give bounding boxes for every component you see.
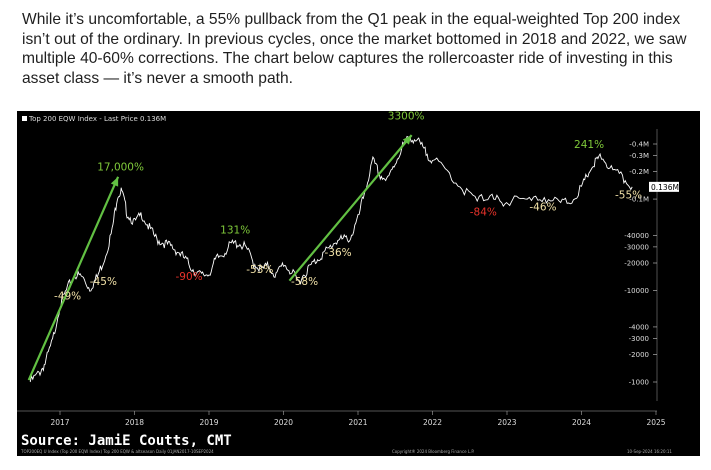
x-tick-label: 2022	[423, 418, 442, 427]
y-tick-label: -0.1M	[629, 196, 649, 204]
last-price-tag	[649, 181, 679, 192]
annotation-label: 241%	[574, 139, 604, 151]
y-tick-label: -4000	[629, 323, 649, 331]
annotation-label: -49%	[54, 290, 81, 302]
annotation-label: -55%	[615, 189, 642, 201]
intro-paragraph: While it’s uncomfortable, a 55% pullback…	[22, 11, 687, 87]
y-tick-label: -0.3M	[629, 152, 649, 160]
last-price-label: 0.136M	[651, 183, 679, 192]
y-tick-label: -1000	[629, 379, 649, 387]
x-tick-label: 2024	[572, 418, 591, 427]
x-tick-label: 2025	[646, 418, 665, 427]
y-tick-label: -10000	[624, 287, 649, 295]
legend-text: Top 200 EQW Index - Last Price 0.136M	[29, 115, 167, 123]
legend-square-icon	[22, 116, 27, 121]
x-tick-label: 2017	[50, 418, 69, 427]
x-tick-label: 2020	[274, 418, 293, 427]
footer-timestamp: 10-Sep-2024 16:20:11	[627, 449, 672, 454]
footer-copyright: Copyright® 2024 Bloomberg Finance L.P.	[392, 449, 475, 454]
chart-legend: Top 200 EQW Index - Last Price 0.136M	[22, 115, 166, 123]
annotation-label: 17,000%	[97, 162, 144, 174]
annotation-label: -84%	[470, 207, 497, 219]
y-tick-label: -20000	[624, 260, 649, 268]
footer-left: TOP200EQ U Index (Top 200 EQW Index) Top…	[21, 449, 214, 454]
x-tick-label: 2023	[497, 418, 516, 427]
trend-arrowhead-1	[110, 176, 119, 187]
trend-arrow-1	[27, 176, 120, 381]
x-tick-label: 2019	[199, 418, 218, 427]
line-chart: 17,000% -45% -49% 131% -90% -53% -58% -36% 3300%…	[17, 111, 679, 427]
annotation-label: -45%	[90, 276, 117, 288]
annotation-label: -36%	[324, 247, 351, 259]
y-tick-label: -0.4M	[629, 141, 649, 149]
annotation-label: -58%	[291, 276, 318, 288]
y-tick-label: -0.2M	[629, 168, 649, 176]
trend-arrowhead-2	[402, 135, 412, 145]
annotation-label: 3300%	[388, 111, 425, 123]
y-tick-label: -3000	[629, 335, 649, 343]
y-tick-label: -2000	[629, 351, 649, 359]
chart-panel: 17,000% -45% -49% 131% -90% -53% -58% -36% 3300%…	[17, 111, 700, 456]
x-tick-label: 2021	[348, 418, 367, 427]
trend-arrow-2	[288, 134, 413, 282]
source-credit: Source: JamiE Coutts, CMT	[21, 433, 232, 449]
y-tick-label: -30000	[624, 243, 649, 251]
annotation-label: -53%	[246, 264, 273, 276]
annotation-label: -90%	[175, 271, 202, 283]
annotation-label: 131%	[220, 225, 250, 237]
price-line	[29, 135, 633, 383]
x-tick-label: 2018	[125, 418, 144, 427]
y-tick-label: -40000	[624, 232, 649, 240]
annotation-label: -46%	[529, 201, 556, 213]
